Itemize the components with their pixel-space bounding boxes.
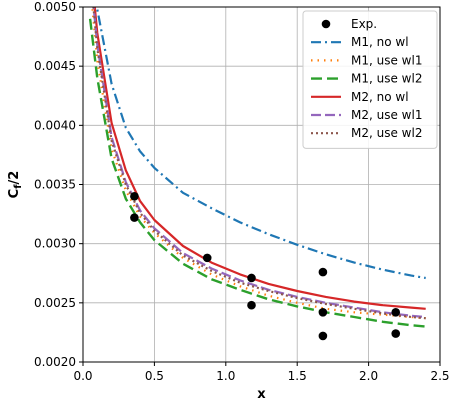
legend-label-exp: Exp. (351, 17, 377, 31)
data-point (247, 300, 256, 310)
scatter-points (130, 192, 401, 341)
legend-label-2: M1, use wl1 (351, 53, 422, 67)
series-line-1 (95, 7, 426, 280)
legend-label-4: M2, no wl (351, 90, 409, 104)
y-tick-label: 0.0035 (34, 178, 76, 192)
y-axis: 0.0020 0.0025 0.0030 0.0035 0.0040 0.0045 0.00… (34, 0, 83, 369)
data-point (318, 267, 328, 277)
legend-label-1: M1, no wl (351, 35, 409, 49)
series-line-2 (91, 7, 426, 320)
x-tick-label: 1.0 (216, 369, 235, 383)
data-point (391, 308, 401, 317)
y-tick-label: 0.0025 (34, 296, 76, 310)
x-tick-label: 1.5 (288, 369, 307, 383)
legend-marker-exp (321, 19, 331, 29)
y-axis-label-sub: f (13, 184, 24, 189)
series-line-4 (93, 7, 426, 310)
series-line-3 (88, 18, 426, 328)
data-point (318, 308, 328, 317)
legend: Exp. M1, no wl M1, use wl1 M1, use wl2 M2, n… (302, 10, 438, 149)
x-tick-label: 0.5 (145, 369, 164, 383)
data-point (391, 329, 401, 338)
y-tick-label: 0.0045 (34, 59, 76, 73)
y-axis-label-main: C (7, 189, 22, 199)
y-tick-label: 0.0030 (34, 237, 76, 251)
data-point (202, 253, 212, 263)
legend-label-3: M1, use wl2 (351, 72, 422, 86)
series-layer (88, 7, 426, 328)
y-tick-label: 0.0020 (34, 355, 76, 369)
y-axis-label-tail: /2 (7, 171, 22, 185)
data-point (130, 192, 139, 201)
legend-label-6: M2, use wl2 (351, 126, 422, 140)
x-tick-label: 2.0 (359, 369, 378, 383)
data-point (130, 213, 139, 222)
data-point (247, 273, 256, 283)
data-point (318, 331, 328, 341)
legend-box (302, 10, 438, 149)
x-tick-label: 2.5 (430, 369, 449, 383)
legend-label-5: M2, use wl1 (351, 108, 422, 122)
y-tick-label: 0.0050 (34, 0, 76, 14)
x-axis-label: x (257, 387, 266, 401)
y-tick-label: 0.0040 (34, 118, 76, 132)
y-axis-label: Cf/2 (7, 171, 24, 199)
x-axis: 0.0 0.5 1.0 1.5 2.0 2.5 (73, 362, 450, 383)
x-tick-label: 0.0 (73, 369, 92, 383)
